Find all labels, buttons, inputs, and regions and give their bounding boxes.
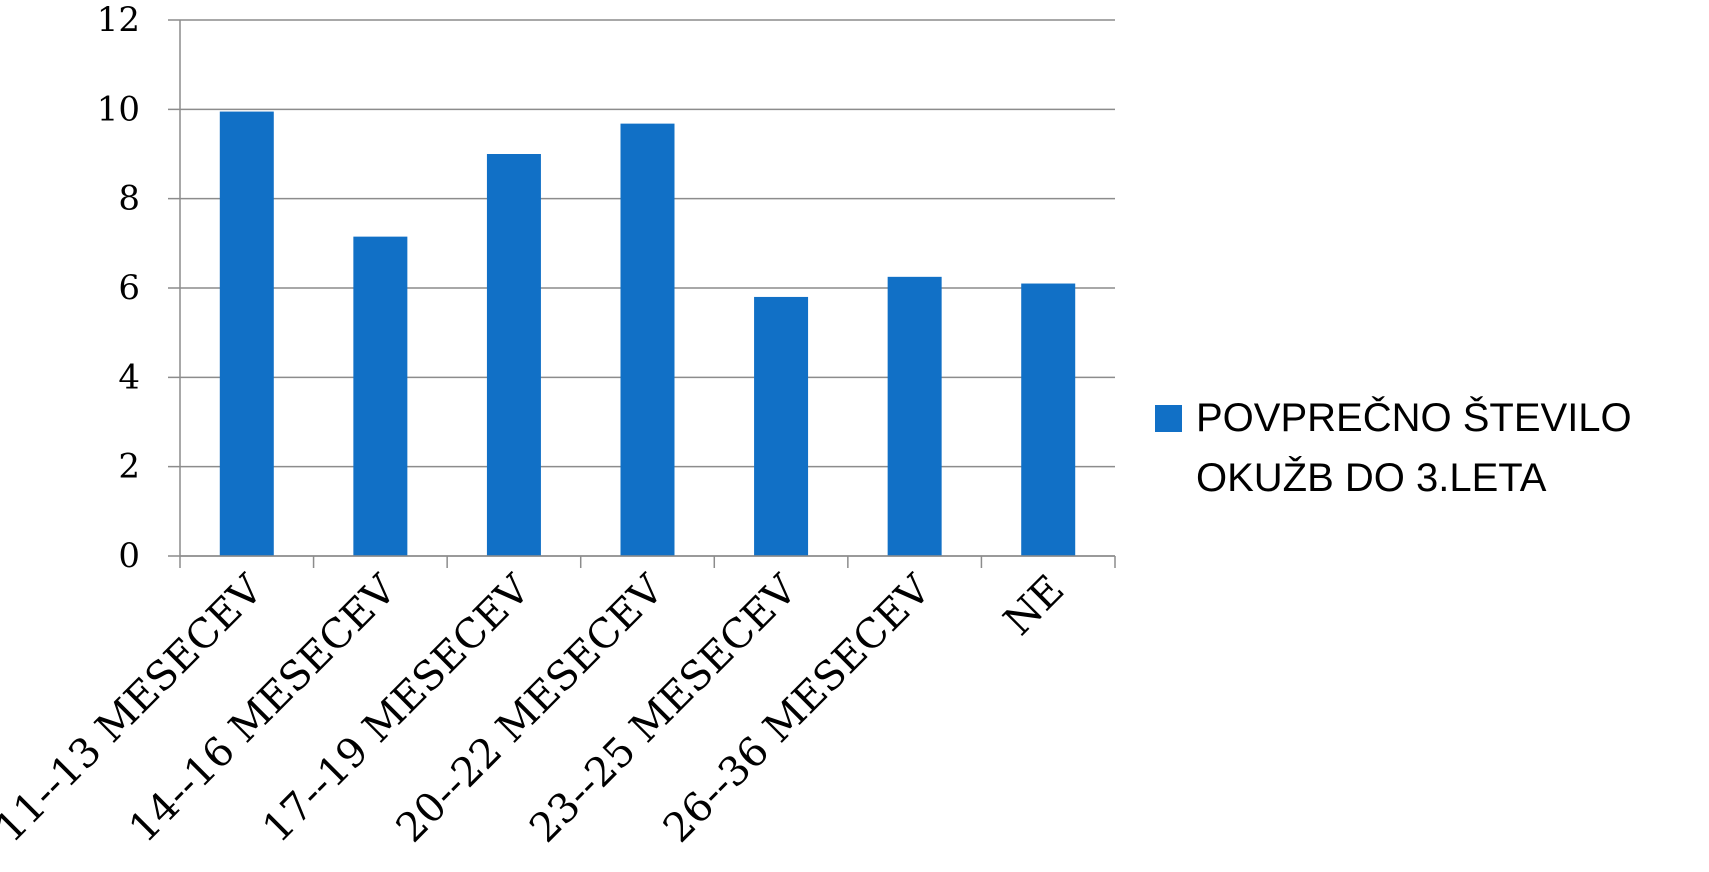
legend-label-line-2: OKUŽB DO 3.LETA — [1196, 455, 1547, 500]
bar — [754, 296, 809, 556]
x-tick-label: NE — [995, 567, 1073, 645]
y-tick-label: 4 — [118, 357, 140, 397]
bars — [219, 111, 1076, 557]
bar — [1021, 283, 1076, 556]
y-tick-label: 8 — [118, 179, 140, 219]
y-tick-label: 0 — [118, 536, 140, 576]
bar — [620, 123, 675, 557]
legend-swatch — [1155, 405, 1182, 432]
bar — [486, 154, 541, 556]
axes — [179, 20, 1116, 568]
y-tick-label: 12 — [97, 0, 140, 40]
bar — [887, 276, 942, 556]
y-tick-label: 10 — [97, 89, 140, 129]
y-tick-label: 2 — [118, 447, 140, 487]
bar — [353, 236, 408, 556]
y-tick-labels: 0 2 4 6 8 10 12 — [97, 0, 140, 576]
y-tick-label: 6 — [118, 268, 140, 308]
x-tick-label: 26--36 MESECEV — [655, 566, 941, 852]
bar — [219, 111, 274, 557]
legend: POVPREČNO ŠTEVILO OKUŽB DO 3.LETA — [1155, 395, 1632, 500]
legend-label-line-1: POVPREČNO ŠTEVILO — [1196, 395, 1632, 440]
